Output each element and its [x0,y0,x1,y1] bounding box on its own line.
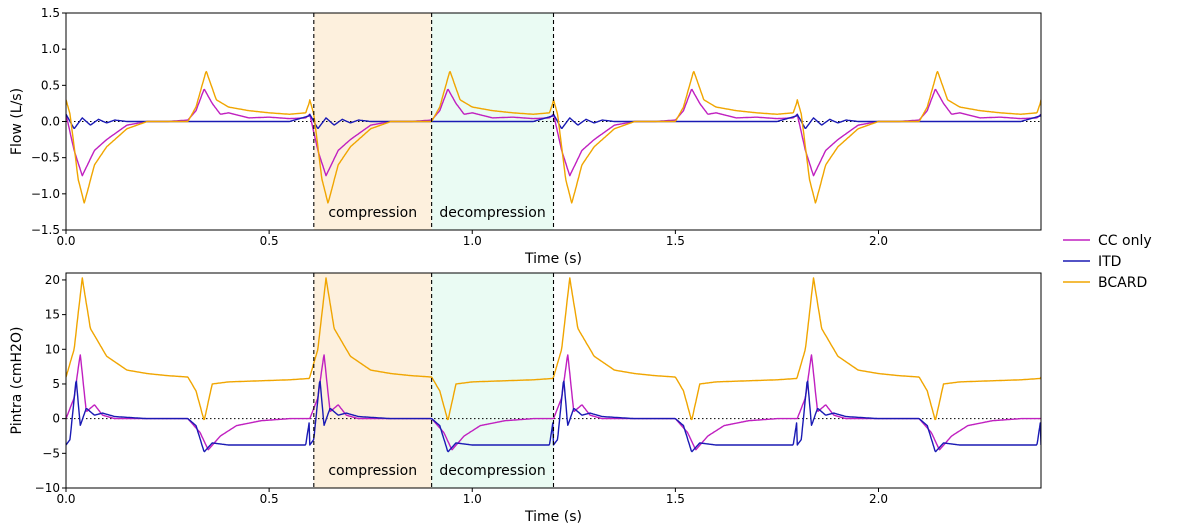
phase-band-0 [313,273,432,488]
pintra-panel: compression decompression 0.0 0.5 1.0 1.5 2.0 −… [9,272,1042,525]
phase-label-1: decompression [439,205,545,221]
legend-label-bcard: BCARD [1098,275,1147,291]
y-tick-label: −10 [35,481,60,495]
legend-label-itd: ITD [1098,254,1121,270]
x-axis-label: Time (s) [524,509,582,525]
y-tick-label: 1.0 [41,42,60,56]
x-tick-label: 1.0 [463,234,482,248]
y-tick-label: −5 [42,446,60,460]
x-tick-label: 0.0 [56,492,75,506]
y-axis-label: Pintra (cmH2O) [9,327,25,435]
x-tick-label: 1.0 [463,492,482,506]
phase-label-0: compression [328,205,417,221]
y-tick-label: 20 [45,273,60,287]
y-tick-label: 0 [52,412,60,426]
axes-frame [65,272,1042,489]
phase-label-1: decompression [439,463,545,479]
y-tick-label: 0.5 [41,78,60,92]
y-tick-label: 15 [45,308,60,322]
x-axis-label: Time (s) [524,251,582,267]
y-tick-label: 1.5 [41,6,60,20]
x-tick-label: 1.5 [666,234,685,248]
x-tick-label: 0.5 [260,234,279,248]
phase-label-0: compression [328,463,417,479]
y-tick-label: 5 [52,377,60,391]
y-tick-label: −1.5 [31,223,60,237]
x-tick-label: 2.0 [869,234,888,248]
x-tick-label: 1.5 [666,492,685,506]
y-axis-label: Flow (L/s) [9,88,25,155]
y-tick-label: 10 [45,342,60,356]
legend: CC only ITD BCARD [1063,233,1152,291]
y-tick-label: −1.0 [31,187,60,201]
y-tick-label: −0.5 [31,151,60,165]
legend-label-cc-only: CC only [1098,233,1152,249]
x-tick-label: 0.0 [56,234,75,248]
x-tick-label: 0.5 [260,492,279,506]
x-tick-label: 2.0 [869,492,888,506]
y-tick-label: 0.0 [41,115,60,129]
flow-panel: compression decompression 0.0 0.5 1.0 1.5 2.0 −… [9,6,1042,267]
series-line-bcard [66,277,1041,421]
